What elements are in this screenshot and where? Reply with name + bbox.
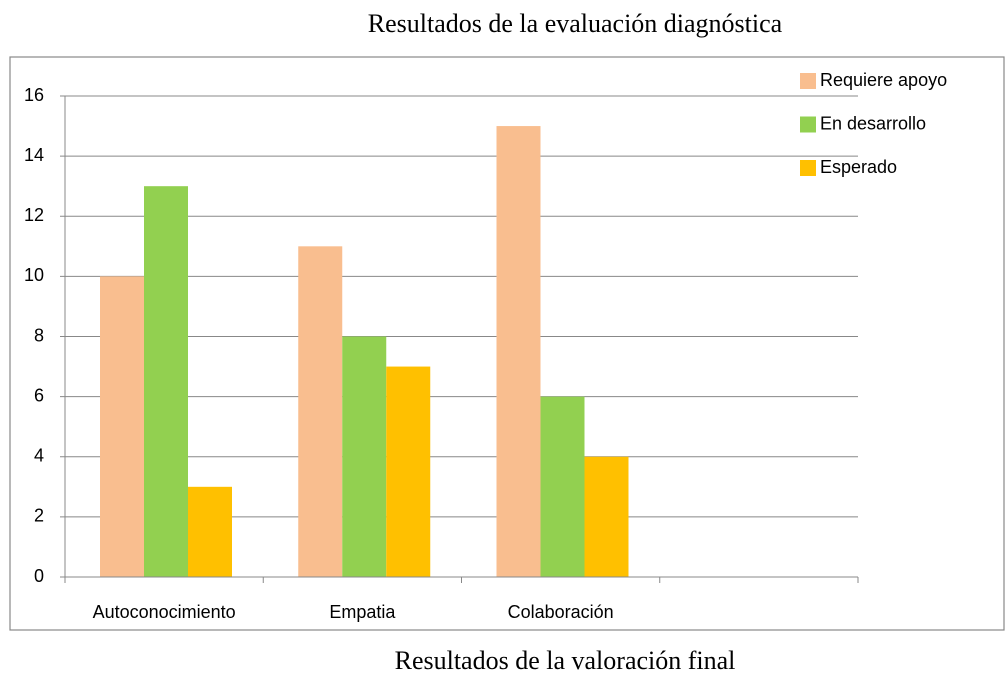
y-tick-label: 14 — [24, 145, 44, 165]
next-title: Resultados de la valoración final — [395, 646, 736, 675]
y-tick-label: 12 — [24, 205, 44, 225]
bar — [298, 246, 343, 577]
bar — [386, 366, 431, 577]
bar — [100, 276, 144, 577]
bar — [584, 456, 629, 577]
bar — [540, 396, 585, 577]
bar — [144, 186, 188, 577]
chart-title: Resultados de la evaluación diagnóstica — [368, 9, 783, 38]
y-tick-label: 0 — [34, 566, 44, 586]
legend-swatch — [800, 73, 816, 89]
bar — [342, 336, 387, 577]
y-tick-label: 8 — [34, 325, 44, 345]
y-tick-label: 4 — [34, 446, 44, 466]
y-tick-label: 2 — [34, 506, 44, 526]
chart-frame — [9, 56, 1005, 631]
x-tick-label: Empatia — [329, 602, 396, 622]
y-tick-label: 6 — [34, 385, 44, 405]
legend-swatch — [800, 160, 816, 176]
y-tick-label: 16 — [24, 85, 44, 105]
bar — [188, 486, 232, 577]
legend-label: En desarrollo — [820, 113, 926, 133]
legend-label: Esperado — [820, 157, 897, 177]
x-tick-label: Colaboración — [508, 602, 614, 622]
legend-label: Requiere apoyo — [820, 70, 947, 90]
legend-swatch — [800, 116, 816, 133]
bar — [496, 126, 541, 577]
y-tick-label: 10 — [24, 265, 44, 285]
x-tick-label: Autoconocimiento — [93, 602, 236, 622]
